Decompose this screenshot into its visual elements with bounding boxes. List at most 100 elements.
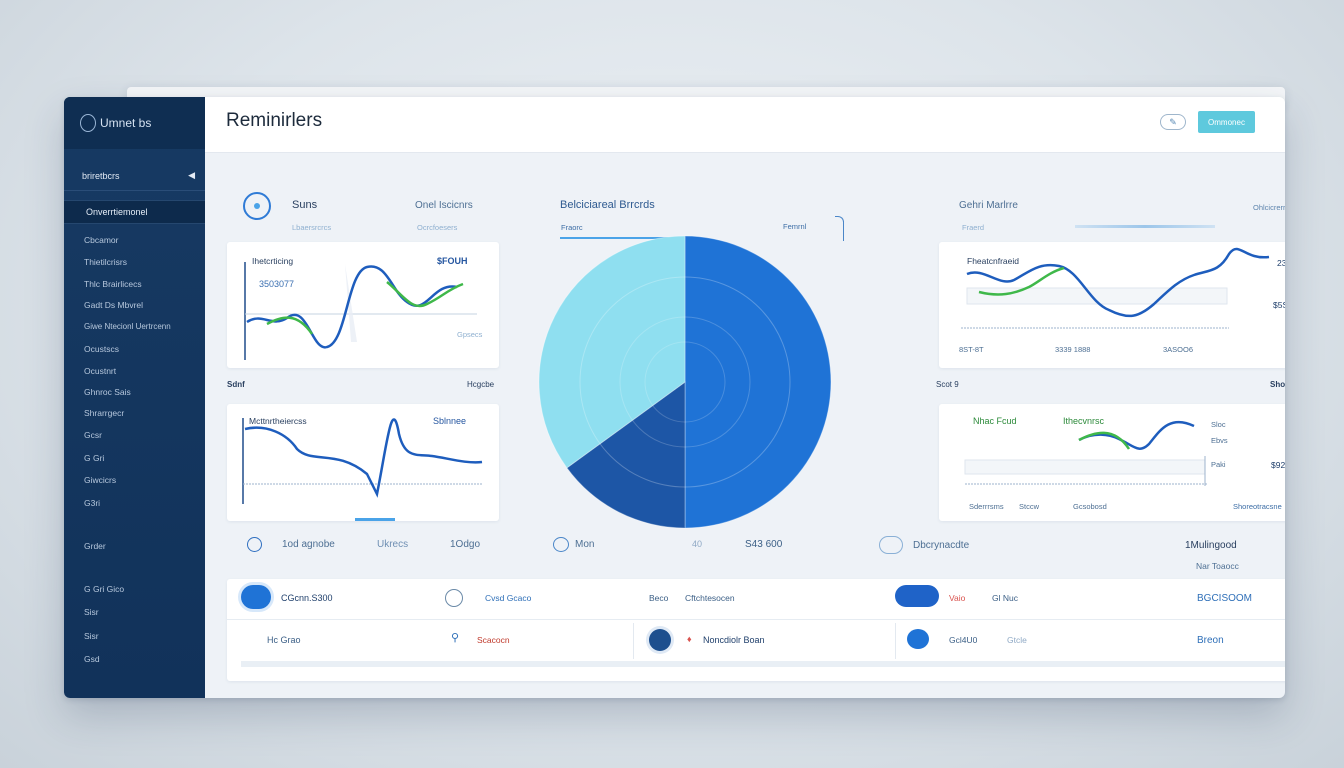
sidebar-item[interactable]: Ghnroc Sais (84, 387, 131, 397)
table-cell: Beco (649, 593, 669, 603)
line-series-green (266, 281, 464, 335)
table-cell: Vaio (949, 593, 966, 603)
card-value: Sblnnee (433, 416, 467, 426)
axis-label: Sderrrsms (969, 502, 1004, 511)
summary-right-label: Dbcrynacdte (913, 540, 970, 551)
sidebar-item[interactable]: G Gri Gico (84, 584, 125, 594)
user-avatar (649, 629, 671, 651)
device-icon (895, 585, 939, 607)
globe-icon (553, 537, 569, 552)
sidebar-item[interactable]: Sisr (84, 607, 99, 617)
pen-icon[interactable]: ✎ (1160, 114, 1186, 130)
axis-label: Stccw (1019, 502, 1040, 511)
brand-logo-icon (80, 114, 96, 132)
axis-label: 3ASOO6 (1163, 345, 1194, 354)
left-section-title: Suns (292, 199, 318, 211)
center-tab-right[interactable]: Femrnl (783, 222, 807, 231)
metric-card-top-right[interactable]: Fheatcnfraeid 2357.90K $5S.FSGK 8ST-8T 3… (939, 242, 1285, 368)
sparkline-chart (242, 418, 483, 521)
pie-slices (538, 235, 832, 529)
scroll-indicator (355, 518, 395, 521)
status-ring-icon[interactable] (243, 192, 271, 220)
line-series-blue (244, 418, 483, 498)
sidebar-item[interactable]: Sisr (84, 631, 99, 641)
workspace-label: briretbcrs (82, 170, 120, 181)
summary-right-value: 1Mulingood (1185, 540, 1237, 551)
workspace-select[interactable]: briretbcrs ◀ (64, 161, 205, 191)
left-mid-right-label: Hcgcbe (467, 380, 495, 389)
axis-label: 3339 1888 (1055, 345, 1091, 354)
shadow-band (345, 264, 357, 342)
column-divider (633, 623, 634, 659)
chat-icon (907, 629, 929, 649)
right-section-aside: Ohlcicrerrs (1253, 203, 1285, 212)
sidebar-item[interactable]: Shrarrgecr (84, 408, 125, 418)
caret-down-icon: ◀ (188, 170, 195, 180)
primary-action-button[interactable]: Ommonec (1198, 111, 1255, 133)
metric-card-bottom-right[interactable]: Nhac Fcud Ithecvnrsc Sloc Ebvs Paki $925… (939, 404, 1285, 521)
metric-card-top-left[interactable]: Ihetcrticing $FOUH 3503077 Gpsecs (227, 242, 499, 368)
bracket-icon (835, 216, 844, 241)
center-section-title: Belciciareal Brrcrds (560, 199, 655, 211)
app-window: Umnet bs briretbcrs ◀ Onverrtiemonel Cbc… (64, 97, 1285, 698)
cloud-icon (879, 536, 903, 554)
sidebar-item[interactable]: Giwe Ntecionl Uertrcenn (84, 322, 171, 331)
page-title: Reminirlers (226, 110, 323, 131)
table-cell: Cvsd Gcaco (485, 593, 532, 603)
person-icon (445, 589, 463, 607)
summary-ring-icon[interactable] (247, 537, 262, 552)
records-table: CGcnn.S300 Cvsd Gcaco Beco Cftchtesocen … (227, 579, 1285, 681)
sidebar-item[interactable]: Ocustscs (84, 344, 119, 354)
line-series-green (978, 266, 1065, 296)
summary-mid-value: 40 (692, 539, 703, 549)
right-hint-a: Fraerd (962, 223, 985, 232)
card-label-a: Nhac Fcud (973, 416, 1017, 426)
sidebar-item-active[interactable]: Onverrtiemonel (64, 200, 205, 224)
pie-slice-b[interactable] (566, 381, 686, 529)
summary-mid-label: Mon (575, 539, 595, 550)
right-range-bar[interactable] (1075, 225, 1215, 228)
pin-icon: ♦ (687, 634, 692, 644)
sidebar-item[interactable]: G3ri (84, 498, 101, 508)
row-divider (227, 619, 1285, 620)
line-series-blue (966, 247, 1270, 318)
table-cell: Gl Nuc (992, 593, 1018, 603)
sidebar-item[interactable]: Gsd (84, 654, 100, 664)
right-mid-label: Scot 9 (936, 380, 959, 389)
summary-mid-value: S43 600 (745, 539, 783, 550)
pie-ring (619, 316, 751, 448)
brand[interactable]: Umnet bs (64, 97, 205, 149)
table-cell: Cftchtesocen (685, 593, 735, 603)
sidebar-item[interactable]: Gadt Ds Mbvrel (84, 300, 144, 310)
card-value: 2357.90K (1277, 258, 1285, 268)
metric-card-bottom-left[interactable]: Mcttnrtheiercss Sblnnee (227, 404, 499, 521)
pie-slice-a[interactable] (684, 235, 832, 529)
side-label: Ebvs (1211, 436, 1228, 445)
card-value: $92580 (1271, 460, 1285, 470)
pie-slice-c[interactable] (538, 235, 686, 469)
sidebar-item[interactable]: Cbcamor (84, 235, 119, 245)
status-dot-icon (254, 203, 260, 209)
summary-item: 1Odgo (450, 539, 481, 550)
line-series-green (1078, 431, 1131, 450)
column-divider (895, 623, 896, 659)
center-tab-left[interactable]: Fraorc (561, 223, 583, 232)
pie-chart[interactable] (535, 232, 835, 532)
sidebar-item[interactable]: G Gri (84, 453, 105, 463)
sidebar-item[interactable]: Grder (84, 541, 106, 551)
link-icon: ⚲ (451, 632, 460, 644)
sidebar-item[interactable]: Thlc Brairlicecs (84, 279, 142, 289)
sidebar-item[interactable]: Giwcicrs (84, 475, 117, 485)
sidebar-item[interactable]: Thietilcrisrs (84, 257, 127, 267)
pie-ring (644, 341, 726, 423)
line-series-blue (1078, 420, 1195, 450)
center-tab-underline (560, 237, 682, 239)
sidebar-item[interactable]: Gcsr (84, 430, 102, 440)
main-content: Suns Onel Iscicnrs Lbaersrcrcs Ocrcfoese… (205, 152, 1285, 698)
right-section-title: Gehri Marlrre (959, 200, 1018, 211)
band (966, 287, 1228, 305)
sidebar-item[interactable]: Ocustnrt (84, 366, 117, 376)
table-cell: Scacocn (477, 635, 510, 645)
card-label: Mcttnrtheiercss (249, 416, 307, 426)
record-avatar-icon (241, 585, 271, 609)
